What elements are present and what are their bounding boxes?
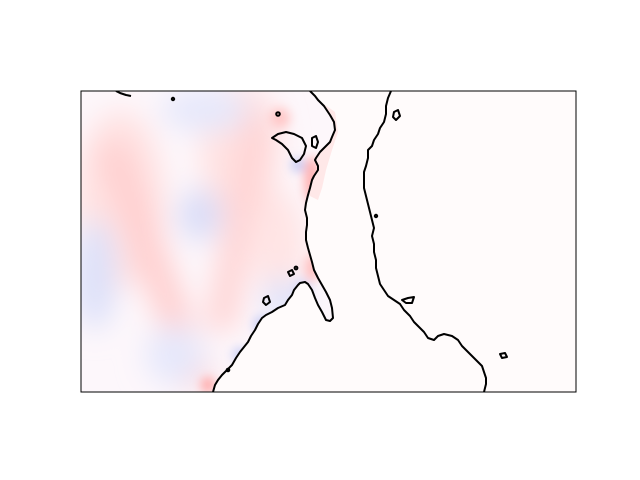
coastlines <box>115 91 508 392</box>
island <box>275 111 281 117</box>
northwest-coastline <box>115 91 132 97</box>
inlet-coastline <box>271 131 307 163</box>
island <box>293 265 299 271</box>
island <box>499 352 508 359</box>
island <box>262 295 271 306</box>
peninsula-coastline <box>212 91 336 392</box>
island <box>287 269 295 277</box>
island <box>392 109 401 121</box>
island <box>373 213 379 219</box>
island <box>225 367 231 373</box>
mainland-coastline <box>363 91 487 392</box>
map-frame <box>80 90 577 393</box>
island <box>401 296 415 304</box>
island <box>311 135 319 149</box>
island <box>170 96 176 102</box>
